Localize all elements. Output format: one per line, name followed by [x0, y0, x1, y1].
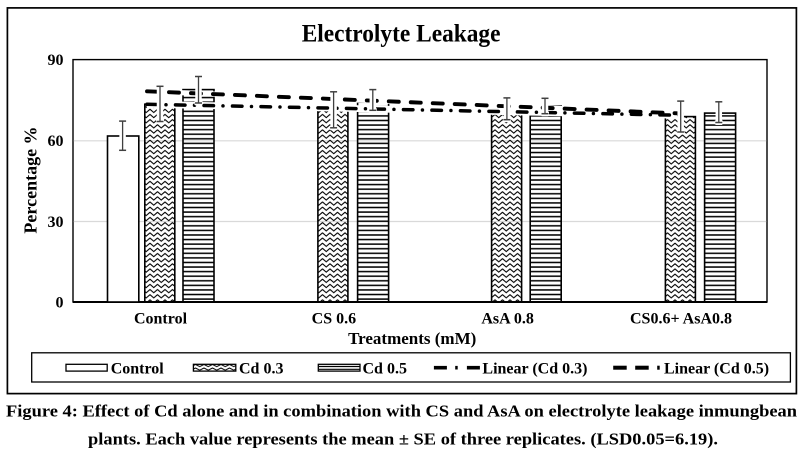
svg-text:plants. Each value represents: plants. Each value represents the mean ±… [88, 429, 718, 448]
svg-text:Control: Control [134, 311, 188, 328]
svg-text:Control: Control [111, 360, 165, 377]
svg-text:0: 0 [56, 294, 64, 311]
svg-text:30: 30 [48, 214, 64, 231]
svg-text:CS0.6+ AsA0.8: CS0.6+ AsA0.8 [630, 311, 732, 328]
svg-text:60: 60 [48, 133, 64, 150]
svg-text:AsA 0.8: AsA 0.8 [481, 311, 533, 328]
svg-text:Electrolyte Leakage: Electrolyte Leakage [302, 21, 501, 48]
svg-text:Percentage %: Percentage % [21, 126, 41, 233]
svg-text:90: 90 [48, 52, 64, 69]
svg-text:Figure 4: Effect of Cd alone a: Figure 4: Effect of Cd alone and in comb… [6, 401, 798, 420]
svg-text:CS 0.6: CS 0.6 [312, 311, 356, 328]
svg-text:Linear (Cd 0.3): Linear (Cd 0.3) [482, 360, 587, 377]
svg-text:Linear (Cd 0.5): Linear (Cd 0.5) [664, 360, 769, 377]
svg-text:Treatments (mM): Treatments (mM) [348, 329, 476, 348]
svg-text:Cd 0.3: Cd 0.3 [239, 360, 283, 377]
svg-text:Cd 0.5: Cd 0.5 [363, 360, 407, 377]
